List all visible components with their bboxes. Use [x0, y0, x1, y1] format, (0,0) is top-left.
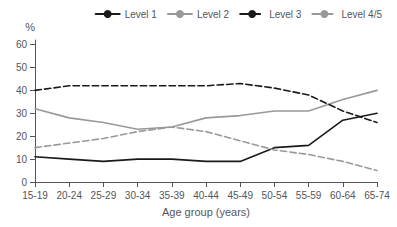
svg-text:20: 20: [16, 131, 28, 142]
svg-text:Level 3: Level 3: [269, 9, 302, 20]
svg-text:65-74: 65-74: [364, 190, 390, 201]
svg-text:30: 30: [16, 108, 28, 119]
svg-text:10: 10: [16, 154, 28, 165]
svg-text:35-39: 35-39: [159, 190, 185, 201]
svg-text:40: 40: [16, 85, 28, 96]
svg-text:45-49: 45-49: [227, 190, 253, 201]
svg-text:Level 2: Level 2: [197, 9, 230, 20]
svg-text:%: %: [25, 21, 35, 33]
svg-text:Age group (years): Age group (years): [162, 206, 250, 218]
svg-text:Level 4/5: Level 4/5: [341, 9, 382, 20]
svg-text:50: 50: [16, 62, 28, 73]
svg-text:60-64: 60-64: [330, 190, 356, 201]
svg-text:40-44: 40-44: [193, 190, 219, 201]
svg-text:0: 0: [21, 177, 27, 188]
svg-text:60: 60: [16, 39, 28, 50]
svg-text:50-54: 50-54: [262, 190, 288, 201]
svg-text:55-59: 55-59: [296, 190, 322, 201]
svg-text:15-19: 15-19: [22, 190, 48, 201]
svg-text:Level 1: Level 1: [125, 9, 158, 20]
svg-text:25-29: 25-29: [91, 190, 117, 201]
svg-text:30-34: 30-34: [125, 190, 151, 201]
svg-text:20-24: 20-24: [56, 190, 82, 201]
